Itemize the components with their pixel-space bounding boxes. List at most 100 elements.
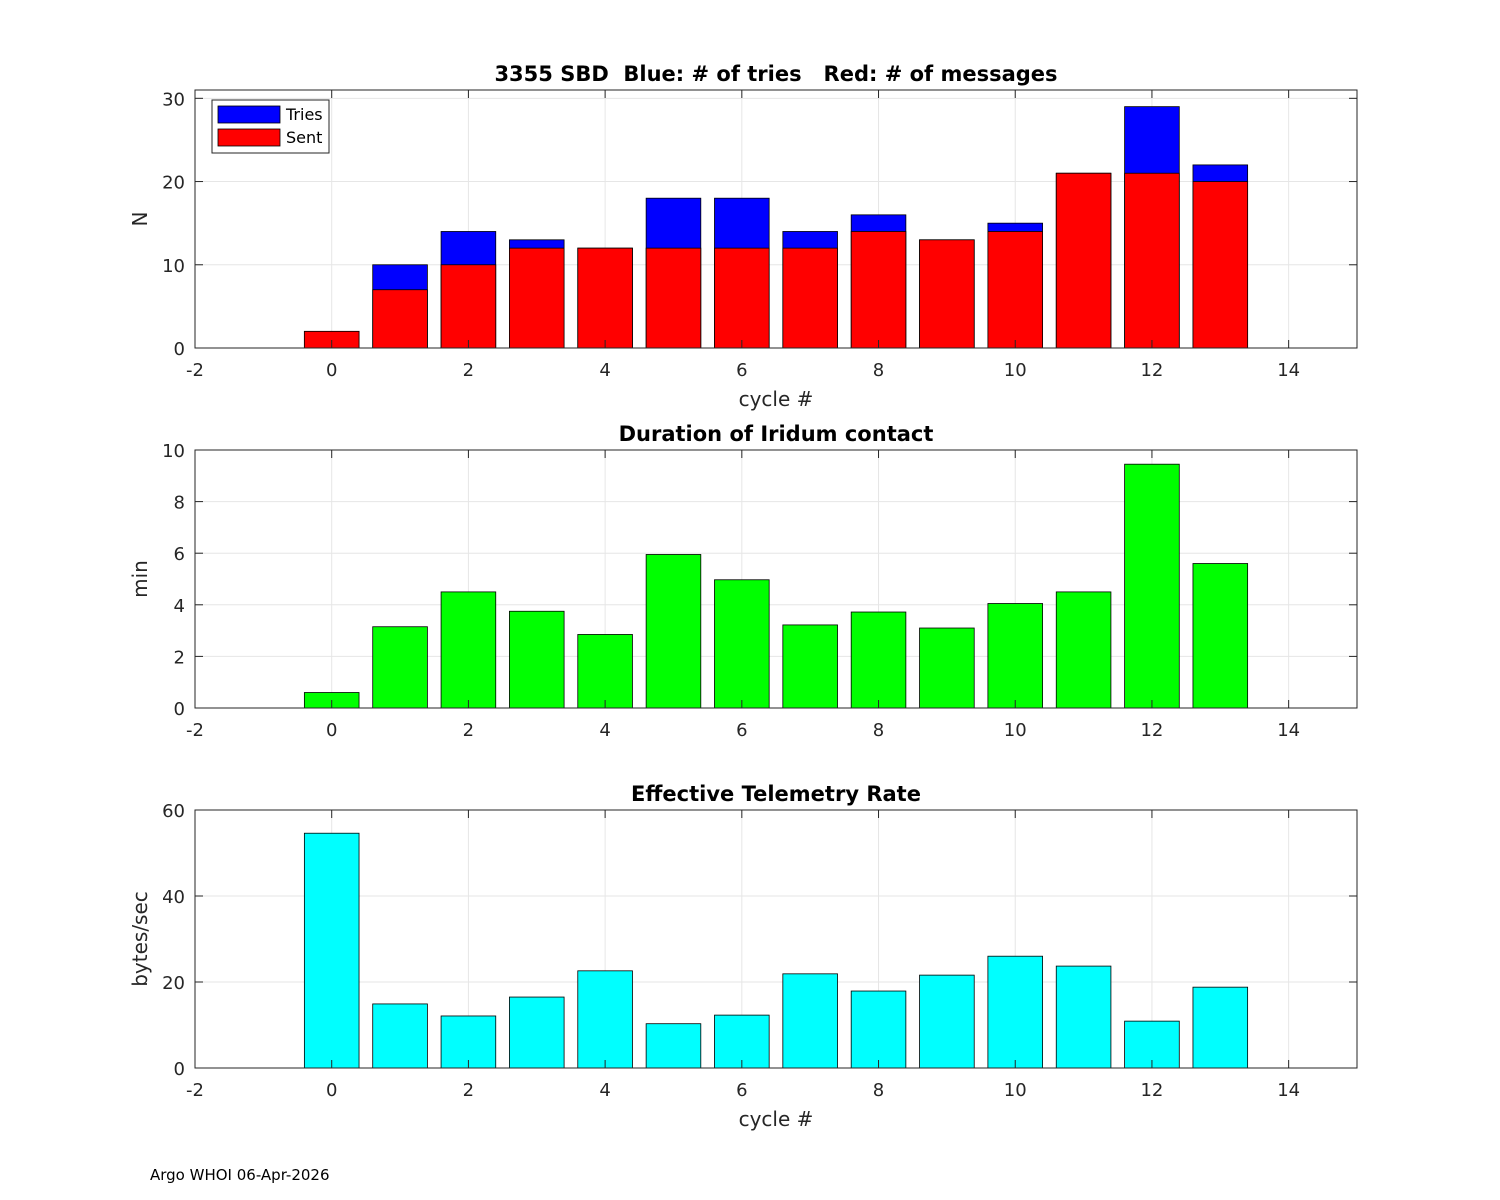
x-tick-label: -2 bbox=[186, 1080, 204, 1101]
y-axis-label: bytes/sec bbox=[128, 891, 152, 987]
y-tick-label: 8 bbox=[174, 493, 185, 514]
x-tick-label: 4 bbox=[599, 360, 610, 381]
bar-rate-cycle-10 bbox=[987, 955, 1043, 1069]
x-tick-label: 8 bbox=[873, 720, 884, 741]
legend-label-sent: Sent bbox=[286, 128, 322, 147]
bar-sent-cycle-4 bbox=[577, 247, 633, 349]
x-tick-label: 8 bbox=[873, 360, 884, 381]
x-tick-label: 2 bbox=[463, 360, 474, 381]
bar-sent-cycle-6 bbox=[714, 247, 770, 349]
bar-rate-cycle-4 bbox=[577, 970, 633, 1069]
y-tick-label: 10 bbox=[162, 441, 185, 462]
bar-duration-cycle-8 bbox=[850, 611, 907, 709]
bar-rate-cycle-2 bbox=[440, 1015, 497, 1069]
bar-sent-cycle-7 bbox=[782, 247, 838, 349]
bar-rate-cycle-3 bbox=[509, 996, 565, 1069]
x-tick-label: 10 bbox=[1004, 720, 1027, 741]
bar-sent-cycle-3 bbox=[509, 247, 565, 349]
y-axis-label: N bbox=[128, 212, 152, 227]
bar-rate-cycle-1 bbox=[372, 1003, 428, 1069]
bar-duration-cycle-6 bbox=[714, 579, 770, 709]
legend-label-tries: Tries bbox=[285, 105, 323, 124]
x-tick-label: 12 bbox=[1140, 360, 1163, 381]
bar-sent-cycle-13 bbox=[1192, 181, 1249, 349]
bar-duration-cycle-1 bbox=[372, 626, 428, 709]
x-tick-label: 2 bbox=[463, 1080, 474, 1101]
x-tick-label: -2 bbox=[186, 720, 204, 741]
x-tick-label: 14 bbox=[1277, 360, 1300, 381]
bar-duration-cycle-13 bbox=[1192, 563, 1249, 709]
axes-box bbox=[194, 89, 1358, 349]
y-tick-label: 4 bbox=[174, 596, 185, 617]
bar-sent-cycle-10 bbox=[987, 231, 1043, 349]
x-tick-label: 6 bbox=[736, 1080, 747, 1101]
bar-rate-cycle-9 bbox=[919, 974, 975, 1069]
bar-duration-cycle-2 bbox=[440, 591, 497, 709]
plot-area bbox=[195, 810, 1357, 1068]
x-tick-label: 0 bbox=[326, 1080, 337, 1101]
bar-rate-cycle-11 bbox=[1055, 965, 1112, 1069]
y-tick-label: 0 bbox=[174, 339, 185, 360]
bar-duration-cycle-5 bbox=[645, 554, 702, 709]
x-tick-label: 6 bbox=[736, 360, 747, 381]
footer-credit: Argo WHOI 06-Apr-2026 bbox=[150, 1166, 330, 1184]
bar-rate-cycle-5 bbox=[645, 1023, 702, 1069]
x-tick-label: 12 bbox=[1140, 720, 1163, 741]
bar-rate-cycle-0 bbox=[303, 832, 360, 1069]
bar-duration-cycle-12 bbox=[1124, 463, 1180, 709]
axes-box bbox=[194, 449, 1358, 709]
x-tick-label: 10 bbox=[1004, 360, 1027, 381]
x-tick-label: 0 bbox=[326, 360, 337, 381]
x-tick-label: 6 bbox=[736, 720, 747, 741]
axes-box bbox=[194, 809, 1358, 1069]
y-tick-label: 40 bbox=[162, 887, 185, 908]
bar-rate-cycle-8 bbox=[850, 990, 907, 1069]
x-tick-label: 8 bbox=[873, 1080, 884, 1101]
x-tick-label: 4 bbox=[599, 720, 610, 741]
chart-title: 3355 SBD Blue: # of tries Red: # of mess… bbox=[494, 62, 1057, 86]
y-axis-label: min bbox=[128, 560, 152, 598]
series-sent bbox=[303, 172, 1249, 349]
plot-area bbox=[195, 90, 1357, 348]
x-tick-label: -2 bbox=[186, 360, 204, 381]
x-tick-label: 0 bbox=[326, 720, 337, 741]
bar-sent-cycle-8 bbox=[850, 231, 907, 349]
series-duration bbox=[303, 463, 1249, 709]
y-tick-label: 6 bbox=[174, 544, 185, 565]
bar-duration-cycle-4 bbox=[577, 634, 633, 709]
chart-title: Effective Telemetry Rate bbox=[631, 782, 921, 806]
bar-sent-cycle-1 bbox=[372, 289, 428, 349]
bar-rate-cycle-13 bbox=[1192, 986, 1249, 1069]
bar-sent-cycle-11 bbox=[1055, 172, 1112, 349]
y-tick-label: 0 bbox=[174, 699, 185, 720]
bar-sent-cycle-9 bbox=[919, 239, 975, 349]
x-axis-label: cycle # bbox=[739, 1107, 814, 1131]
y-tick-label: 60 bbox=[162, 801, 185, 822]
x-tick-label: 14 bbox=[1277, 1080, 1300, 1101]
y-tick-label: 20 bbox=[162, 173, 185, 194]
legend-swatch-tries bbox=[217, 105, 281, 124]
y-tick-label: 20 bbox=[162, 973, 185, 994]
legend-swatch-sent bbox=[217, 128, 281, 147]
x-tick-label: 2 bbox=[463, 720, 474, 741]
bar-duration-cycle-10 bbox=[987, 603, 1043, 709]
legend: Tries Sent bbox=[211, 99, 330, 154]
bar-sent-cycle-12 bbox=[1124, 172, 1180, 349]
x-tick-label: 4 bbox=[599, 1080, 610, 1101]
bar-duration-cycle-9 bbox=[919, 627, 975, 709]
x-axis-label: cycle # bbox=[739, 387, 814, 411]
y-tick-label: 0 bbox=[174, 1059, 185, 1080]
y-tick-label: 30 bbox=[162, 89, 185, 110]
bar-rate-cycle-7 bbox=[782, 973, 838, 1069]
bar-duration-cycle-7 bbox=[782, 624, 838, 709]
y-tick-label: 10 bbox=[162, 256, 185, 277]
bar-sent-cycle-2 bbox=[440, 264, 497, 349]
bar-duration-cycle-11 bbox=[1055, 591, 1112, 709]
x-tick-label: 10 bbox=[1004, 1080, 1027, 1101]
bar-duration-cycle-3 bbox=[509, 610, 565, 709]
series-rate bbox=[303, 832, 1249, 1069]
